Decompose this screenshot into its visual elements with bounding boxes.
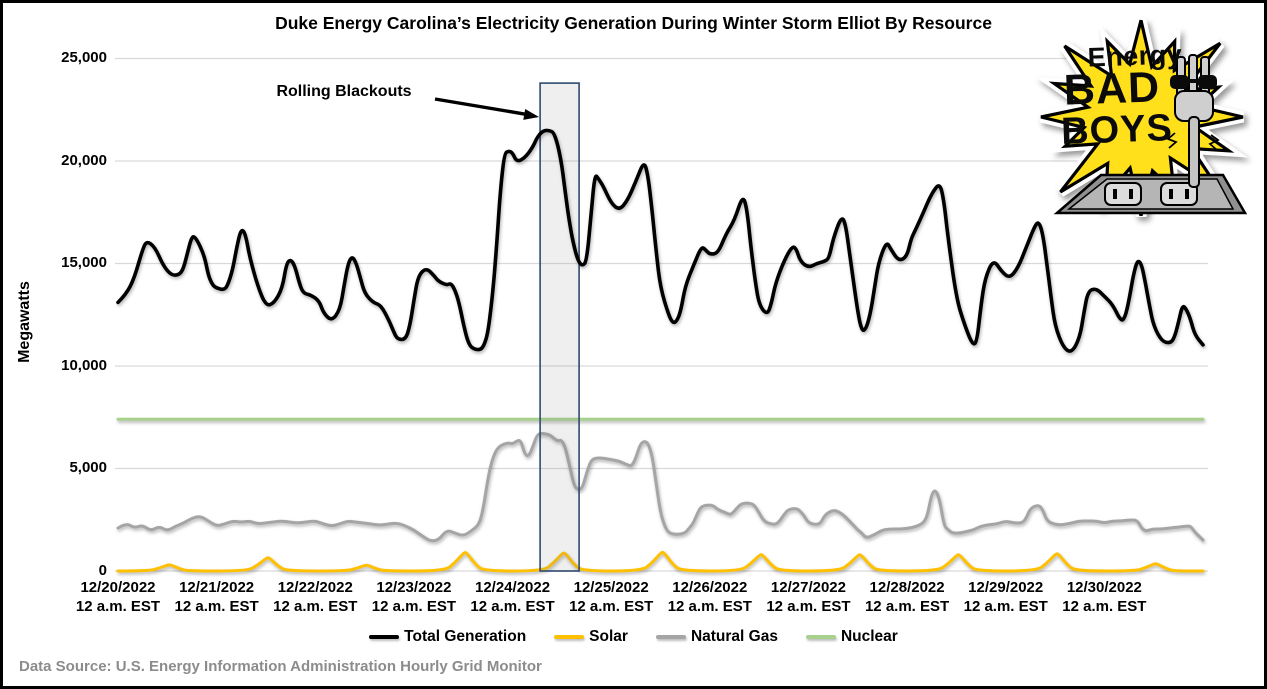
series-line-natural-gas — [116, 431, 1205, 543]
legend-item-solar: Solar — [554, 628, 628, 646]
annotation-arrowhead-icon — [523, 109, 539, 120]
y-tick-label: 25,000 — [61, 49, 107, 66]
legend-item-nuclear: Nuclear — [805, 628, 898, 646]
legend-label: Nuclear — [840, 628, 898, 645]
legend-item-total-generation: Total Generation — [369, 628, 526, 646]
series-line-total-generation — [116, 128, 1205, 353]
logo-starburst-icon — [1034, 18, 1248, 217]
legend-swatch-icon — [805, 635, 836, 639]
x-tick-label: 12/22/2022 12 a.m. EST — [273, 579, 358, 615]
legend-swatch-icon — [655, 635, 686, 639]
series-line-solar — [116, 550, 1205, 573]
legend-label: Natural Gas — [690, 628, 778, 645]
legend-item-natural-gas: Natural Gas — [655, 628, 778, 646]
chart-legend: Total Generation Solar Natural Gas Nuclear — [3, 628, 1264, 646]
x-tick-label: 12/30/2022 12 a.m. EST — [1062, 579, 1147, 615]
y-tick-label: 0 — [98, 561, 107, 579]
x-tick-label: 12/27/2022 12 a.m. EST — [766, 579, 851, 615]
x-tick-label: 12/20/2022 12 a.m. EST — [75, 579, 161, 615]
legend-swatch-icon — [369, 635, 400, 639]
x-tick-label: 12/25/2022 12 a.m. EST — [569, 579, 654, 615]
y-tick-label: 15,000 — [61, 254, 107, 271]
y-tick-label: 5,000 — [69, 459, 107, 476]
x-tick-label: 12/26/2022 12 a.m. EST — [667, 579, 752, 615]
x-tick-label: 12/24/2022 12 a.m. EST — [470, 579, 555, 615]
x-tick-label: 12/28/2022 12 a.m. EST — [864, 579, 950, 615]
chart-title: Duke Energy Carolina’s Electricity Gener… — [275, 13, 992, 33]
x-tick-label: 12/21/2022 12 a.m. EST — [174, 579, 259, 615]
x-tick-label: 12/23/2022 12 a.m. EST — [371, 579, 457, 615]
energy-bad-boys-logo: Energy BAD BOYS — [1005, 5, 1264, 245]
x-tick-label: 12/29/2022 12 a.m. EST — [963, 579, 1048, 615]
y-tick-label: 20,000 — [61, 151, 107, 169]
data-source-note: Data Source: U.S. Energy Information Adm… — [19, 658, 542, 675]
legend-swatch-icon — [554, 635, 585, 639]
legend-label: Solar — [589, 628, 628, 645]
y-tick-label: 10,000 — [61, 356, 107, 374]
annotation-arrow — [434, 97, 539, 120]
rolling-blackouts-annotation: Rolling Blackouts — [276, 83, 412, 100]
plot-area — [115, 57, 1208, 573]
fork-with-sunglasses-icon — [1166, 54, 1220, 188]
legend-label: Total Generation — [404, 628, 527, 645]
logo-word-boys: BOYS — [1060, 107, 1174, 153]
annotation-arrow-shaft — [434, 97, 527, 116]
rolling-blackouts-highlight-box — [539, 82, 580, 572]
